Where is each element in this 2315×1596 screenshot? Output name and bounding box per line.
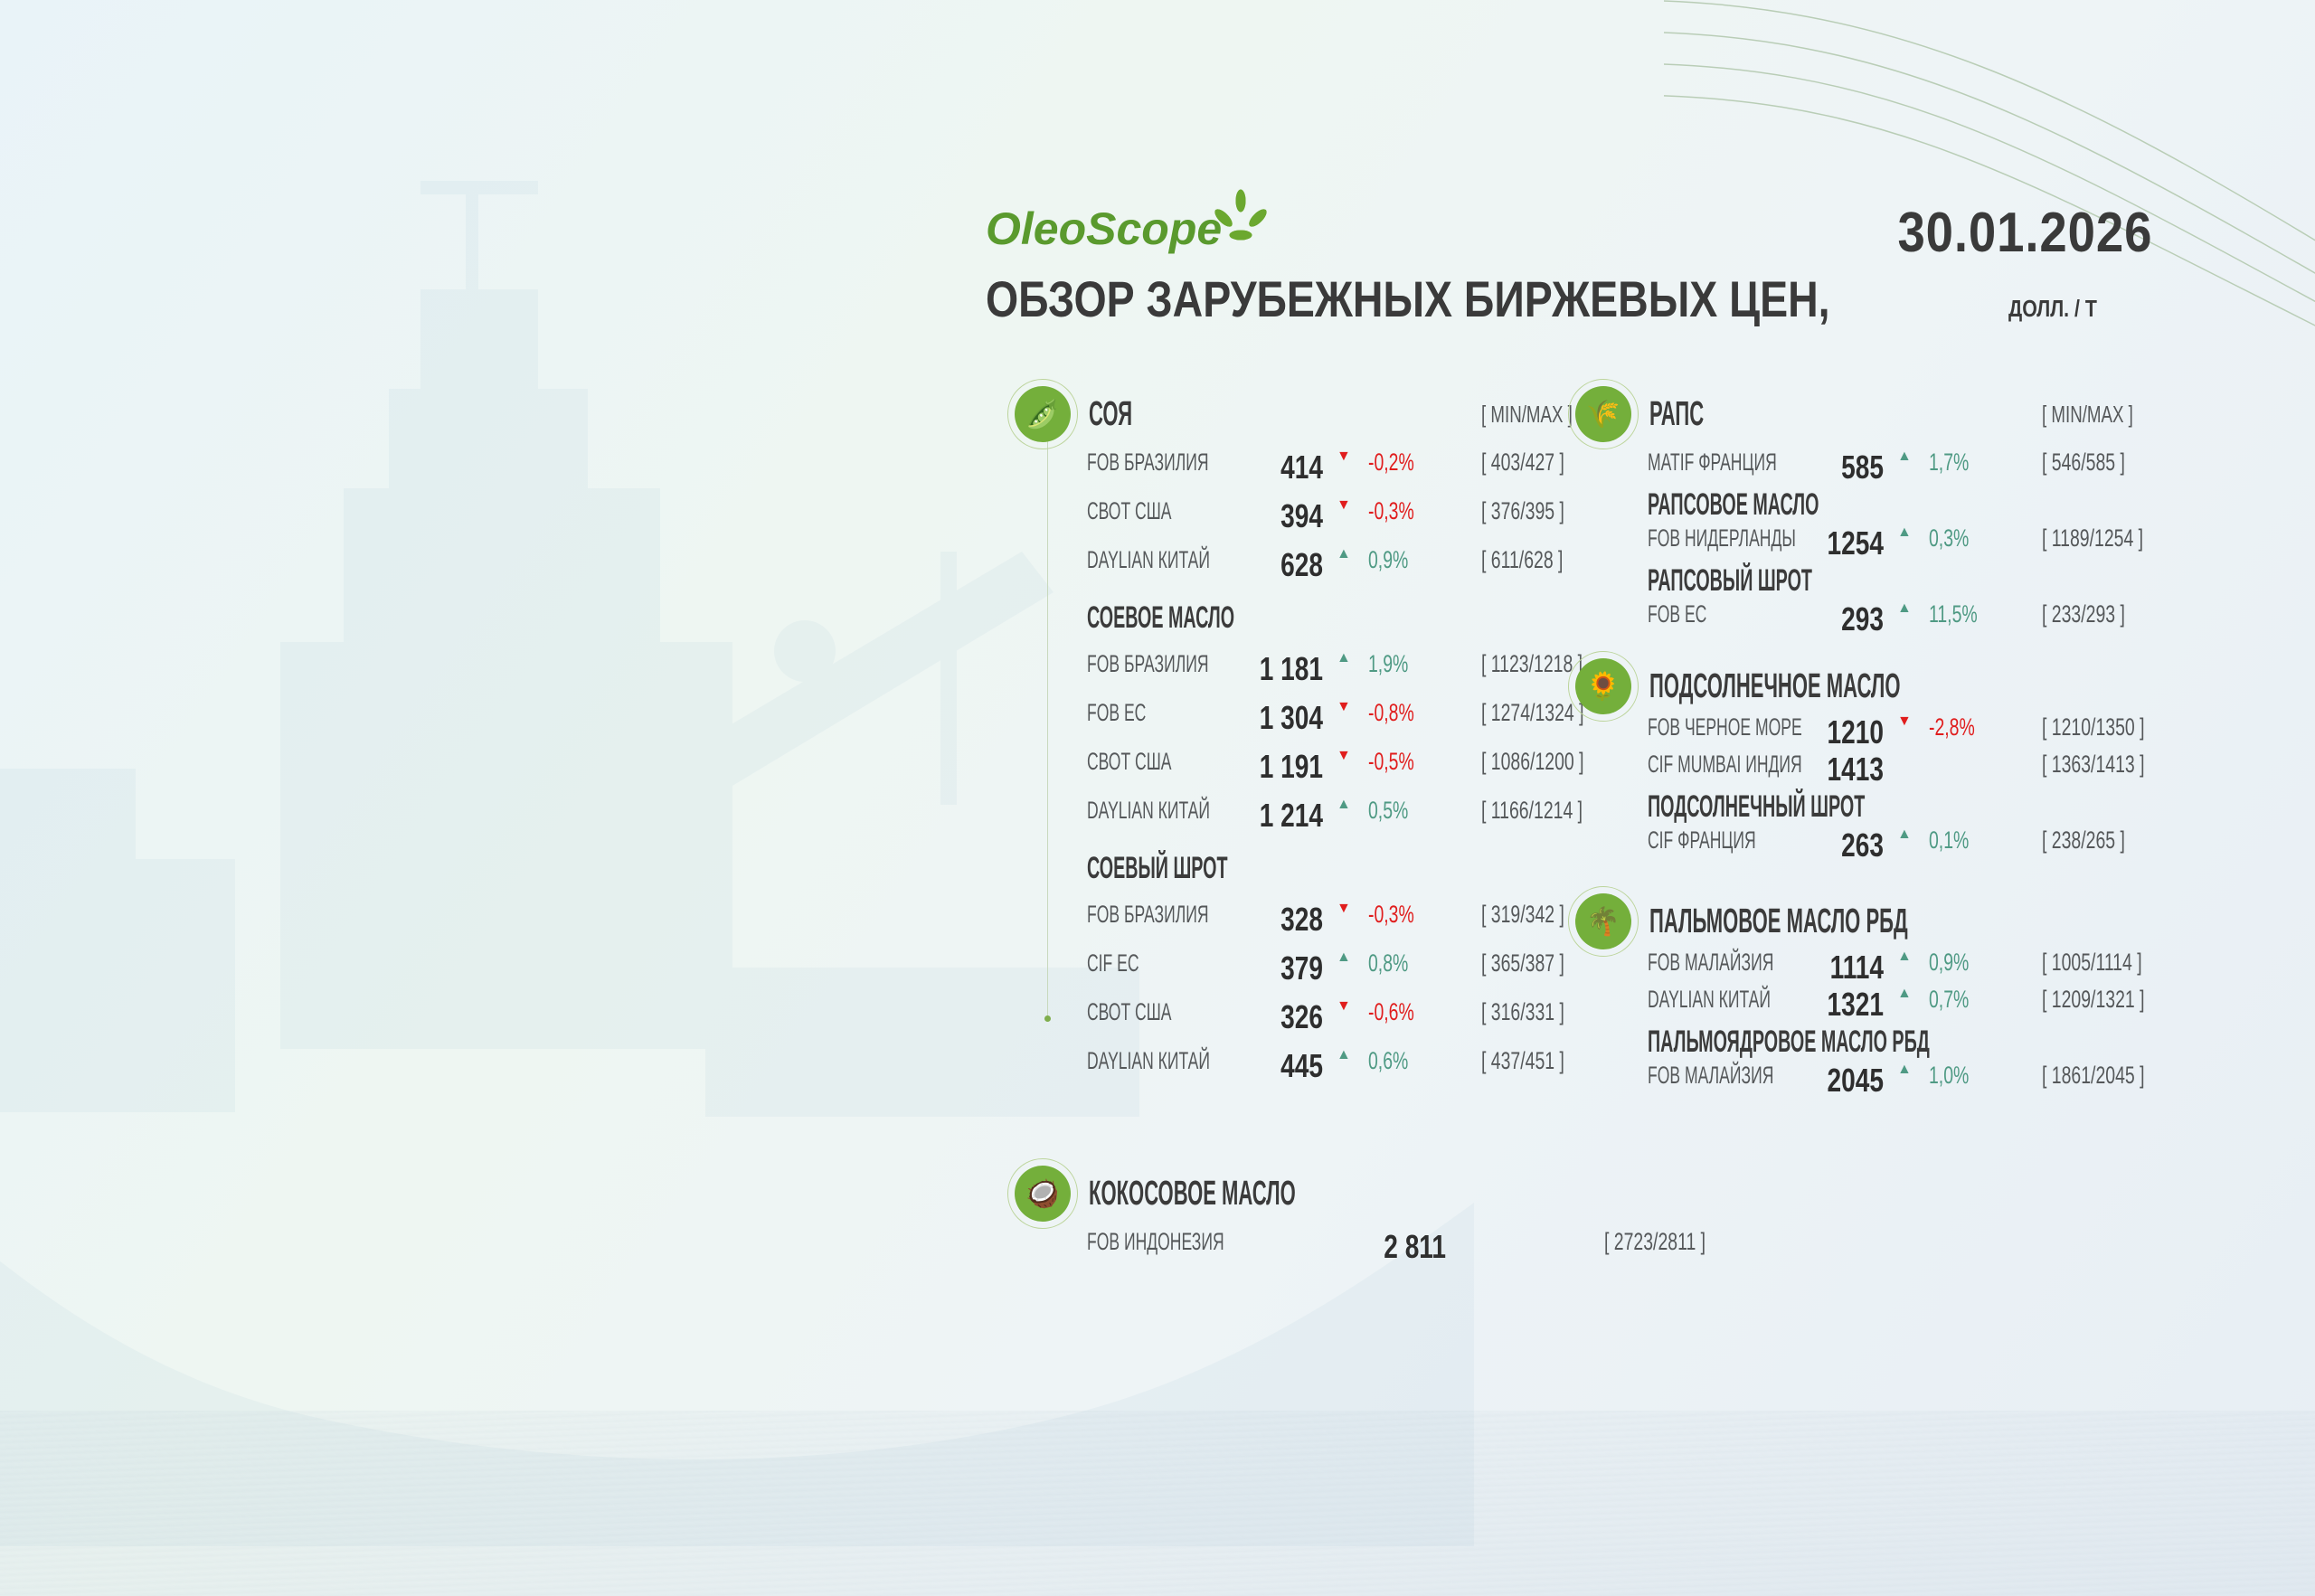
svg-text:OleoScope: OleoScope bbox=[986, 203, 1222, 254]
